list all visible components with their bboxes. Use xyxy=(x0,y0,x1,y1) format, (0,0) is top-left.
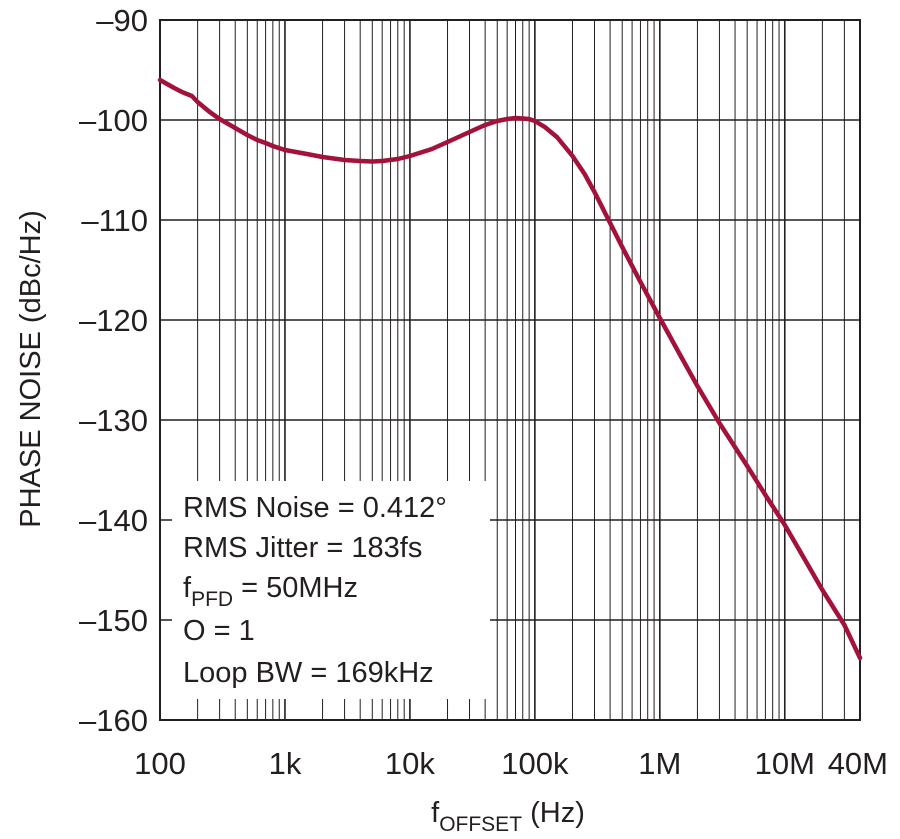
x-tick-label: 40M xyxy=(828,746,888,781)
x-tick-label: 100 xyxy=(134,746,186,781)
annotation-rest: = 50MHz xyxy=(233,572,358,604)
y-axis-title: PHASE NOISE (dBc/Hz) xyxy=(15,210,47,527)
annotation-line: RMS Jitter = 183fs xyxy=(183,532,422,564)
annotation-line: RMS Noise = 0.412° xyxy=(183,492,447,524)
x-tick-label: 100k xyxy=(501,746,569,781)
annotation-sub: PFD xyxy=(191,588,233,611)
annotation-line: fPFD = 50MHz xyxy=(183,572,358,611)
y-tick-label: –120 xyxy=(79,303,148,338)
annotation-box xyxy=(172,481,490,699)
x-tick-label: 1M xyxy=(638,746,681,781)
y-tick-label: –90 xyxy=(96,3,148,38)
annotation-line: O = 1 xyxy=(183,615,255,647)
x-tick-label: 10M xyxy=(755,746,815,781)
y-tick-label: –140 xyxy=(79,503,148,538)
x-tick-label: 1k xyxy=(269,746,302,781)
y-tick-label: –100 xyxy=(79,103,148,138)
x-tick-labels: 100 1k 10k 100k 1M 10M 40M xyxy=(134,746,888,781)
y-tick-label: –160 xyxy=(79,703,148,738)
y-tick-label: –150 xyxy=(79,603,148,638)
plot-frame xyxy=(159,19,861,721)
x-tick-label: 10k xyxy=(385,746,435,781)
y-tick-labels: –90 –100 –110 –120 –130 –140 –150 –160 xyxy=(79,3,148,738)
x-axis-title-main: f xyxy=(431,797,440,829)
y-tick-label: –110 xyxy=(81,203,148,238)
annotation-main: f xyxy=(183,572,192,604)
phase-noise-series-line xyxy=(157,77,863,661)
x-axis-title-sub: OFFSET xyxy=(439,813,522,836)
x-axis-title: fOFFSET (Hz) xyxy=(431,797,585,836)
x-axis-title-unit: (Hz) xyxy=(522,797,585,829)
annotation-text: RMS Noise = 0.412° RMS Jitter = 183fs fP… xyxy=(183,492,447,689)
y-tick-label: –130 xyxy=(79,403,148,438)
annotation-line: Loop BW = 169kHz xyxy=(183,657,434,689)
